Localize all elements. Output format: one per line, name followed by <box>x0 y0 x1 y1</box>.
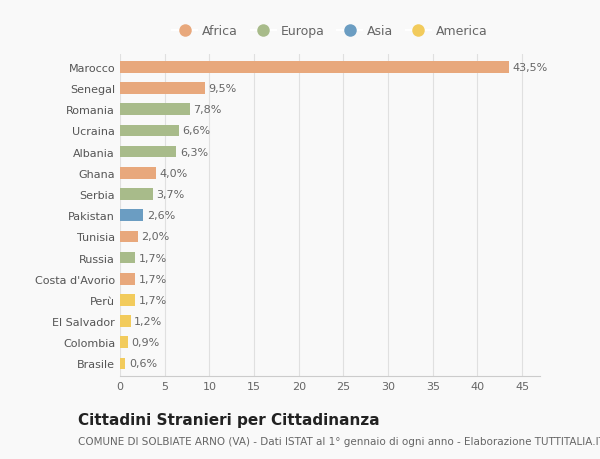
Text: 1,7%: 1,7% <box>139 274 167 284</box>
Text: 3,7%: 3,7% <box>157 190 185 200</box>
Text: 7,8%: 7,8% <box>193 105 221 115</box>
Bar <box>120 62 509 73</box>
Bar <box>120 83 205 95</box>
Text: 2,6%: 2,6% <box>147 211 175 221</box>
Bar <box>120 125 179 137</box>
Bar <box>120 104 190 116</box>
Text: 6,3%: 6,3% <box>180 147 208 157</box>
Bar <box>120 358 125 369</box>
Bar <box>120 168 156 179</box>
Text: 9,5%: 9,5% <box>208 84 237 94</box>
Text: 6,6%: 6,6% <box>182 126 211 136</box>
Text: Cittadini Stranieri per Cittadinanza: Cittadini Stranieri per Cittadinanza <box>78 413 380 428</box>
Text: 4,0%: 4,0% <box>160 168 188 179</box>
Text: COMUNE DI SOLBIATE ARNO (VA) - Dati ISTAT al 1° gennaio di ogni anno - Elaborazi: COMUNE DI SOLBIATE ARNO (VA) - Dati ISTA… <box>78 437 600 446</box>
Text: 0,9%: 0,9% <box>131 337 160 347</box>
Bar <box>120 189 153 201</box>
Legend: Africa, Europa, Asia, America: Africa, Europa, Asia, America <box>170 23 490 41</box>
Text: 0,6%: 0,6% <box>129 358 157 369</box>
Text: 43,5%: 43,5% <box>512 63 548 73</box>
Bar <box>120 210 143 222</box>
Bar <box>120 231 138 243</box>
Bar <box>120 295 135 306</box>
Bar <box>120 146 176 158</box>
Text: 1,2%: 1,2% <box>134 316 163 326</box>
Text: 2,0%: 2,0% <box>142 232 170 242</box>
Bar <box>120 316 131 327</box>
Bar <box>120 252 135 264</box>
Text: 1,7%: 1,7% <box>139 253 167 263</box>
Bar <box>120 337 128 348</box>
Text: 1,7%: 1,7% <box>139 295 167 305</box>
Bar <box>120 273 135 285</box>
